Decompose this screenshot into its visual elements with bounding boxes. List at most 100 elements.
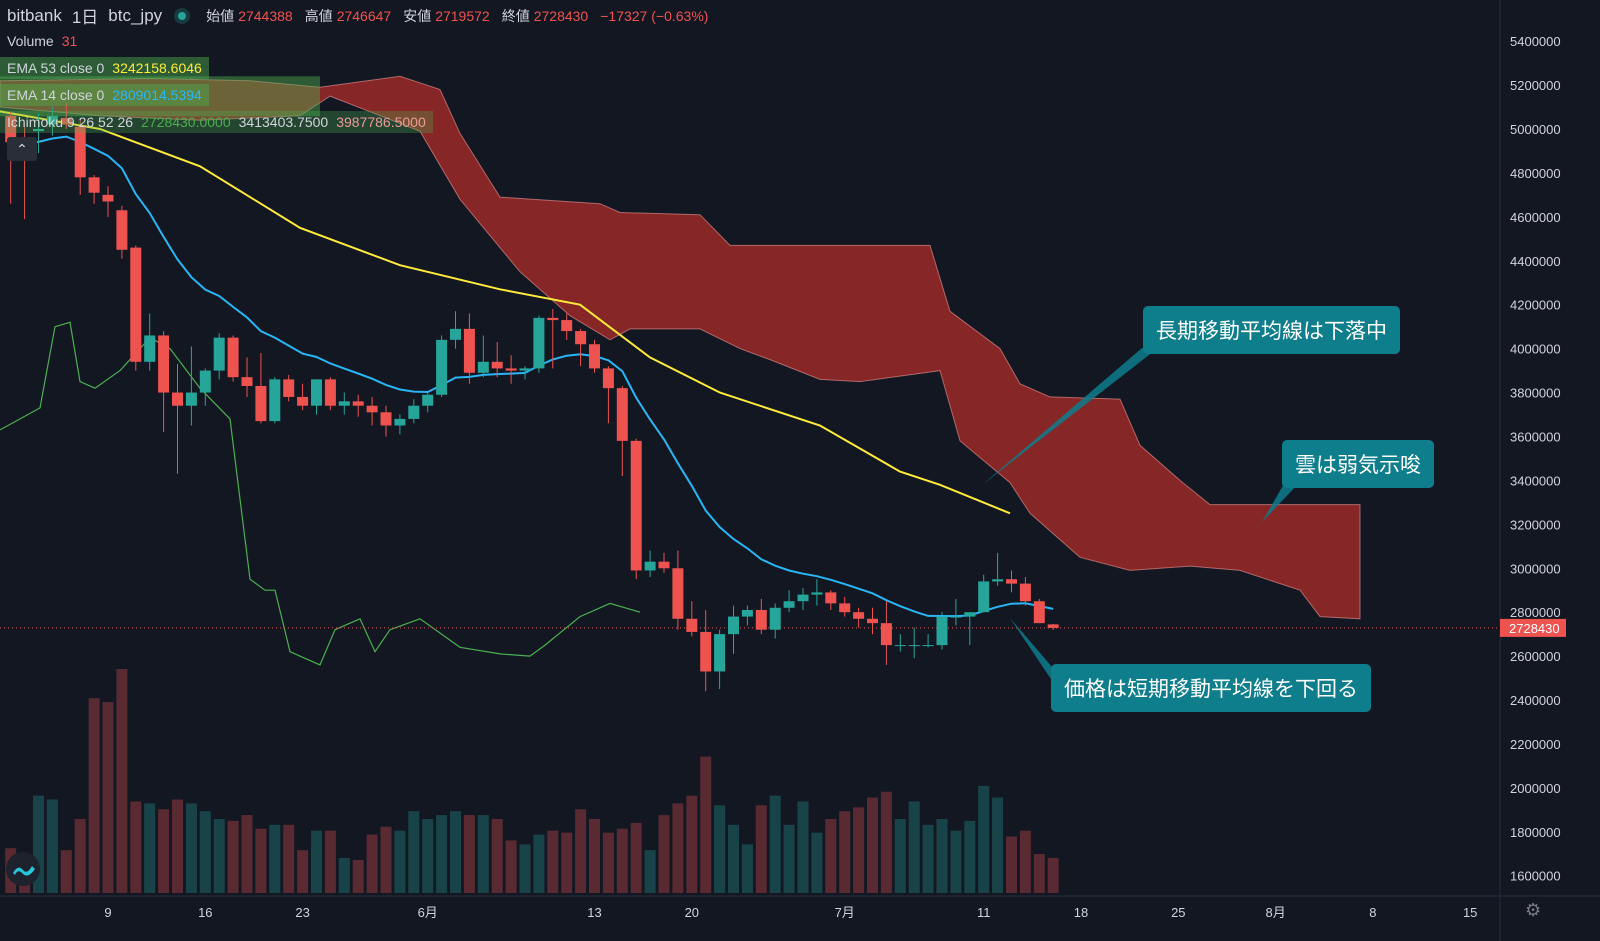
volume-bar [158, 809, 170, 893]
volume-bar [227, 820, 239, 893]
candle-body [505, 368, 517, 371]
candle-body [867, 618, 878, 624]
time-tick-label: 15 [1463, 905, 1477, 920]
candle-body [172, 392, 183, 406]
price-tick-label: 2800000 [1510, 605, 1561, 620]
volume-bar [60, 850, 72, 893]
candle-body [658, 561, 670, 569]
callout-pointers [982, 348, 1300, 682]
volume-bar [144, 803, 156, 893]
candle-body [630, 440, 642, 571]
price-tick-label: 5200000 [1510, 78, 1561, 93]
annotation-long-ema[interactable]: 長期移動平均線は下落中 [1143, 306, 1400, 354]
close-value: 2728430 [533, 7, 589, 24]
candle-body [616, 388, 628, 441]
price-tick-label: 3000000 [1510, 561, 1561, 576]
volume-bar [33, 795, 44, 893]
volume-bar [311, 830, 322, 893]
volume-bar [922, 824, 934, 893]
legend-ichimoku[interactable]: Ichimoku 9 26 52 26 2728430.0000 3413403.7… [0, 111, 433, 133]
candle-body [102, 194, 114, 202]
price-tick-label: 2600000 [1510, 649, 1561, 664]
candle-body [5, 115, 17, 143]
volume-bar [686, 795, 698, 893]
candle-body [672, 568, 684, 619]
candle-body [74, 126, 86, 178]
candle-body [700, 631, 712, 672]
time-tick-label: 7月 [835, 905, 855, 920]
exchange-name[interactable]: bitbank [7, 5, 62, 25]
candle-body [185, 392, 197, 406]
candle-body [33, 129, 44, 132]
annotation-cloud[interactable]: 雲は弱気示唆 [1282, 440, 1434, 488]
legend-ichimoku-value-1: 2728430.0000 [141, 114, 231, 130]
symbol-name[interactable]: btc_jpy [108, 5, 163, 25]
volume-bar [477, 815, 489, 893]
candle-body [1047, 624, 1059, 628]
candle-body [324, 379, 336, 406]
volume-bar [366, 834, 378, 893]
annotation-price[interactable]: 価格は短期移動平均線を下回る [1051, 664, 1371, 712]
candle-body [338, 401, 350, 406]
candle-body [88, 177, 100, 193]
time-axis[interactable]: 9 16 23 6月 13 20 7月 11 18 25 8月 8 15 [0, 895, 1600, 920]
candle-body [311, 379, 322, 406]
candle-body [1006, 579, 1017, 584]
volume-bar [436, 815, 448, 893]
candle-body [950, 616, 962, 618]
volume-bars [5, 669, 1059, 893]
volume-bar [46, 799, 58, 893]
candle-body [992, 579, 1004, 582]
settings-gear-icon[interactable]: ⚙ [1525, 900, 1542, 920]
last-price-marker [1500, 618, 1566, 637]
volume-bar [783, 824, 795, 893]
legend-ema53[interactable]: EMA 53 close 0 3242158.6046 [0, 57, 209, 79]
candle-body [908, 645, 920, 647]
price-tick-label: 4400000 [1510, 254, 1561, 269]
ichimoku-cloud [0, 75, 1361, 620]
volume-bar [589, 818, 600, 893]
price-tick-label: 3400000 [1510, 473, 1561, 488]
ema-53-line [0, 110, 1011, 515]
candle-body [1019, 583, 1031, 602]
volume-bar [880, 791, 892, 893]
volume-bar [1033, 854, 1045, 893]
price-tick-label: 3200000 [1510, 517, 1561, 532]
candle-body [894, 645, 906, 647]
time-tick-label: 13 [587, 905, 601, 920]
candle-body [978, 581, 990, 613]
candle-body [589, 344, 600, 369]
legend-ema14[interactable]: EMA 14 close 0 2809014.5394 [0, 84, 209, 106]
volume-bar [505, 840, 517, 893]
legend-volume[interactable]: Volume 31 [7, 33, 78, 49]
candle-body [533, 317, 545, 369]
price-axis[interactable]: 1600000 1800000 2000000 2200000 2400000 26000… [1499, 0, 1566, 941]
candle-body [366, 405, 378, 413]
legend-collapse-button[interactable]: ⌃ [7, 137, 37, 161]
last-price-label: 2728430 [1509, 621, 1560, 636]
volume-bar [1047, 857, 1059, 893]
candle-body [561, 320, 573, 332]
volume-bar [950, 830, 962, 893]
candle-body [797, 594, 809, 602]
volume-bar [644, 850, 656, 893]
candle-body [922, 645, 934, 647]
volume-bar [422, 818, 434, 893]
price-tick-label: 5000000 [1510, 122, 1561, 137]
indicator-lines [0, 110, 1500, 666]
callout-pointer-long-ema [982, 348, 1158, 485]
interval-label[interactable]: 1日 [71, 8, 99, 27]
high-label: 高値 [304, 7, 333, 24]
volume-bar [658, 815, 670, 893]
candle-body [783, 601, 795, 608]
volume-bar [964, 820, 976, 893]
volume-bar [74, 818, 86, 893]
time-tick-label: 18 [1074, 905, 1088, 920]
tradingview-logo-icon[interactable] [6, 852, 40, 886]
legend-ichimoku-value-3: 3987786.5000 [336, 114, 426, 130]
ichimoku-cloud-area [0, 75, 1361, 620]
price-tick-label: 2400000 [1510, 693, 1561, 708]
candle-body [394, 418, 406, 426]
volume-bar [936, 818, 948, 893]
